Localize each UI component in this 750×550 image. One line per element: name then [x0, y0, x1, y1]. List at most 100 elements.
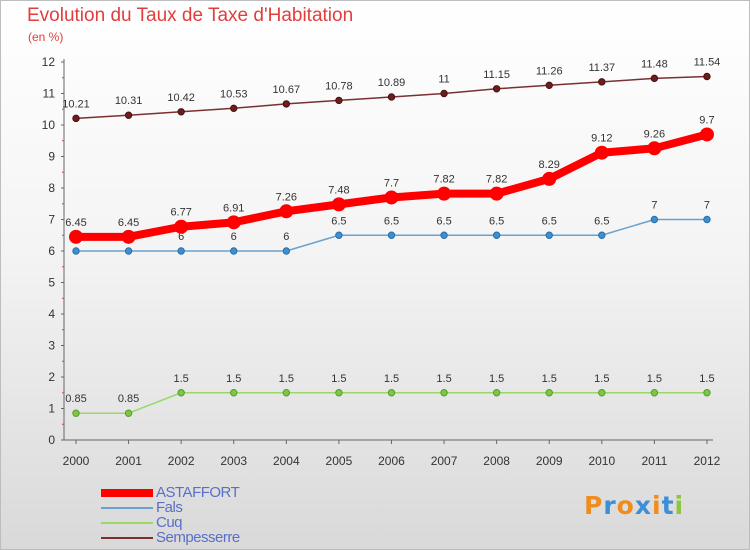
x-tick-label: 2011	[641, 454, 667, 468]
data-point-astaffort	[331, 197, 346, 212]
data-point-cuq	[282, 389, 291, 397]
data-label-sempesserre: 10.31	[115, 95, 143, 107]
data-point-fals	[282, 247, 291, 255]
data-point-cuq	[230, 389, 238, 397]
legend-label: Sempesserre	[156, 529, 240, 546]
data-point-cuq	[72, 409, 80, 417]
data-label-sempesserre: 11	[438, 74, 449, 86]
data-point-astaffort	[489, 186, 504, 201]
legend-item-fals: Fals	[101, 499, 240, 516]
data-point-sempesserre	[177, 108, 185, 116]
data-label-cuq: 1.5	[279, 373, 294, 385]
chart-subtitle: (en %)	[28, 30, 64, 44]
data-point-fals	[72, 247, 80, 255]
data-label-cuq: 1.5	[489, 373, 504, 385]
data-point-cuq	[387, 389, 396, 397]
logo-letter: P	[584, 491, 604, 520]
x-tick-label: 2009	[536, 454, 563, 468]
y-tick-label: 8	[48, 181, 55, 195]
y-tick-label: 10	[42, 118, 56, 132]
y-tick-label: 12	[42, 55, 56, 69]
legend-swatch	[101, 521, 153, 524]
data-point-astaffort	[542, 171, 557, 186]
data-label-sempesserre: 11.26	[536, 65, 563, 77]
y-tick-label: 6	[48, 244, 55, 258]
legend-item-sempesserre: Sempesserre	[101, 529, 240, 546]
data-label-astaffort: 8.29	[539, 159, 560, 171]
y-tick-label: 11	[43, 87, 56, 101]
data-point-cuq	[598, 389, 606, 397]
x-tick-label: 2004	[273, 454, 300, 468]
data-point-cuq	[492, 389, 501, 397]
data-point-astaffort	[437, 186, 452, 201]
data-label-sempesserre: 11.15	[483, 69, 510, 81]
logo-letter: i	[652, 491, 662, 520]
data-point-fals	[387, 231, 396, 239]
x-tick-label: 2005	[326, 454, 353, 468]
x-tick-label: 2007	[431, 454, 458, 468]
data-label-astaffort: 6.45	[118, 217, 139, 229]
data-point-cuq	[703, 389, 711, 397]
data-point-astaffort	[384, 190, 399, 205]
data-point-fals	[598, 231, 606, 239]
data-label-cuq: 1.5	[594, 373, 609, 385]
x-tick-label: 2012	[694, 454, 721, 468]
data-label-cuq: 1.5	[542, 373, 557, 385]
data-label-astaffort: 7.82	[486, 174, 507, 186]
data-label-astaffort: 6.45	[65, 217, 86, 229]
data-label-cuq: 1.5	[331, 373, 346, 385]
data-point-sempesserre	[72, 114, 80, 123]
data-label-fals: 6.5	[384, 215, 399, 227]
x-tick-label: 2006	[378, 454, 405, 468]
data-label-sempesserre: 10.67	[273, 84, 301, 96]
data-label-astaffort: 7.7	[384, 177, 399, 189]
data-point-cuq	[124, 409, 133, 417]
data-point-astaffort	[699, 127, 714, 142]
data-label-sempesserre: 11.54	[694, 56, 721, 68]
data-point-sempesserre	[545, 81, 553, 90]
x-tick-label: 2000	[63, 454, 90, 468]
data-point-fals	[335, 231, 343, 239]
data-label-fals: 6	[231, 231, 237, 243]
data-point-sempesserre	[230, 104, 238, 113]
data-point-astaffort	[69, 229, 83, 244]
data-label-astaffort: 9.12	[591, 133, 612, 145]
data-label-astaffort: 9.26	[644, 128, 665, 140]
data-point-sempesserre	[650, 74, 659, 83]
data-point-fals	[440, 231, 448, 239]
data-point-sempesserre	[703, 72, 711, 81]
data-label-cuq: 0.85	[118, 393, 139, 405]
data-point-cuq	[335, 389, 343, 397]
data-label-cuq: 1.5	[174, 373, 189, 385]
data-label-astaffort: 6.77	[170, 207, 191, 219]
data-point-sempesserre	[335, 96, 343, 105]
logo-letter: o	[616, 491, 635, 520]
data-label-fals: 6.5	[489, 215, 504, 227]
x-tick-label: 2001	[115, 454, 142, 468]
data-label-astaffort: 9.7	[699, 114, 714, 126]
data-label-astaffort: 7.26	[276, 191, 297, 203]
y-tick-label: 7	[48, 213, 55, 227]
data-point-sempesserre	[387, 93, 396, 101]
data-label-cuq: 0.85	[65, 393, 86, 405]
data-point-cuq	[545, 389, 553, 397]
data-label-fals: 6.5	[542, 215, 557, 227]
data-label-cuq: 1.5	[647, 373, 662, 385]
data-label-astaffort: 6.91	[223, 202, 244, 214]
data-label-fals: 7	[704, 200, 710, 212]
data-label-fals: 6	[178, 231, 184, 243]
data-label-cuq: 1.5	[226, 373, 241, 385]
data-point-fals	[492, 231, 501, 239]
logo-letter: i	[674, 491, 685, 520]
data-label-cuq: 1.5	[699, 373, 714, 385]
data-point-astaffort	[174, 219, 189, 234]
data-point-astaffort	[594, 145, 609, 160]
x-tick-label: 2003	[220, 454, 247, 468]
y-tick-label: 0	[48, 433, 55, 447]
data-point-sempesserre	[124, 111, 133, 119]
data-point-fals	[545, 231, 553, 239]
y-tick-label: 1	[48, 402, 55, 416]
data-label-sempesserre: 10.78	[325, 80, 353, 92]
